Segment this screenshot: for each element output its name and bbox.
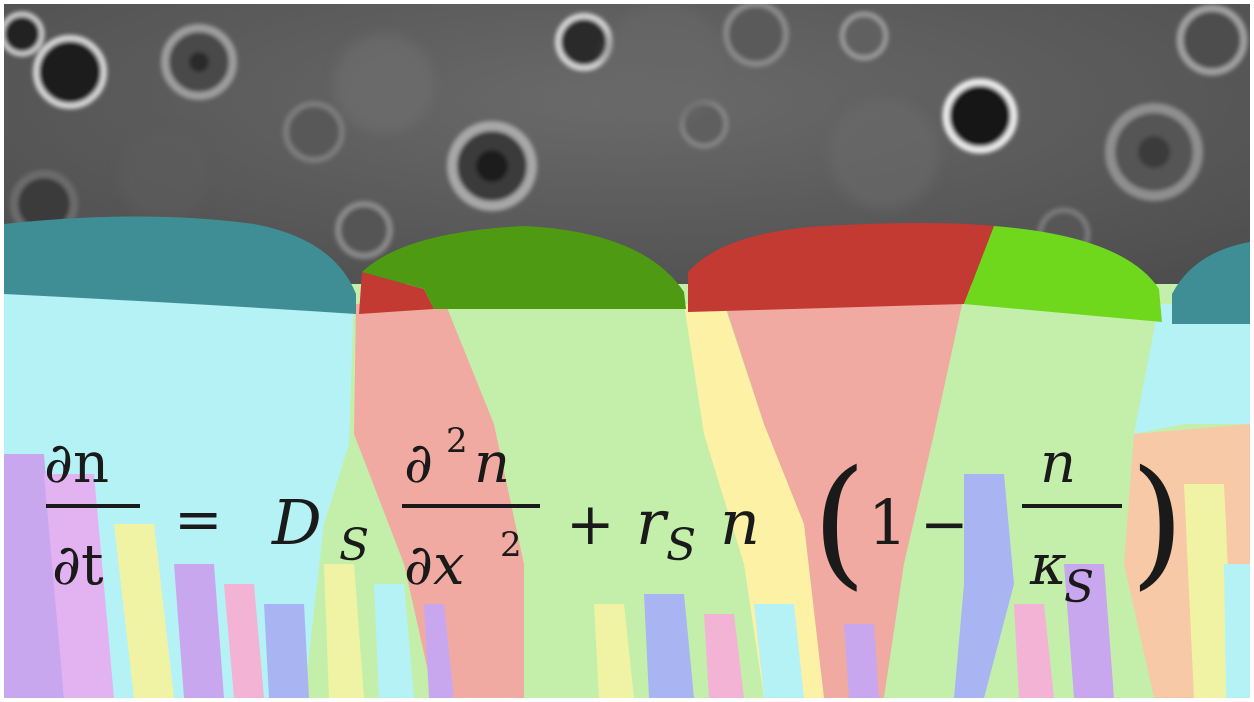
growth-rate-r: r [636, 486, 669, 559]
term1-numerator-superscript: 2 [446, 421, 468, 461]
subscript-S-1: S [339, 520, 369, 571]
illustration: ∂n ∂t = D S ∂ 2 n ∂x 2 + r S n ( 1 − [4, 4, 1250, 698]
scene: ∂n ∂t = D S ∂ 2 n ∂x 2 + r S n ( 1 − [4, 4, 1250, 698]
capacity-numerator-n: n [1040, 431, 1076, 496]
subscript-S-2: S [666, 520, 696, 571]
term1-numerator-n: n [474, 431, 510, 496]
left-parenthesis: ( [812, 441, 867, 604]
cap-dark-green [362, 226, 686, 309]
cap-teal-left [4, 216, 356, 314]
diffusion-D: D [271, 486, 322, 559]
right-parenthesis: ) [1130, 441, 1185, 604]
equation: ∂n ∂t = D S ∂ 2 n ∂x 2 + r S n ( 1 − [44, 421, 1185, 613]
cap-red [688, 223, 994, 312]
cap-teal-right [1172, 242, 1250, 324]
lineage-sectors [4, 284, 1250, 698]
cap-lime [964, 226, 1162, 322]
micrograph-cells [4, 4, 1248, 261]
one: 1 [868, 486, 907, 559]
term1-numerator-partial: ∂ [404, 431, 433, 496]
minus-sign: − [920, 490, 969, 558]
term1-denominator-superscript: 2 [500, 525, 522, 565]
lhs-denominator: ∂t [52, 533, 104, 598]
density-n: n [720, 486, 760, 559]
capacity-kappa: κ [1029, 533, 1067, 598]
front-caps [4, 216, 1250, 324]
term1-denominator: ∂x [404, 533, 465, 598]
subscript-S-3: S [1064, 562, 1094, 613]
lhs-numerator: ∂n [44, 431, 109, 496]
plus-sign: + [566, 490, 615, 558]
equals-sign: = [174, 485, 223, 553]
cap-red-small [359, 272, 434, 314]
